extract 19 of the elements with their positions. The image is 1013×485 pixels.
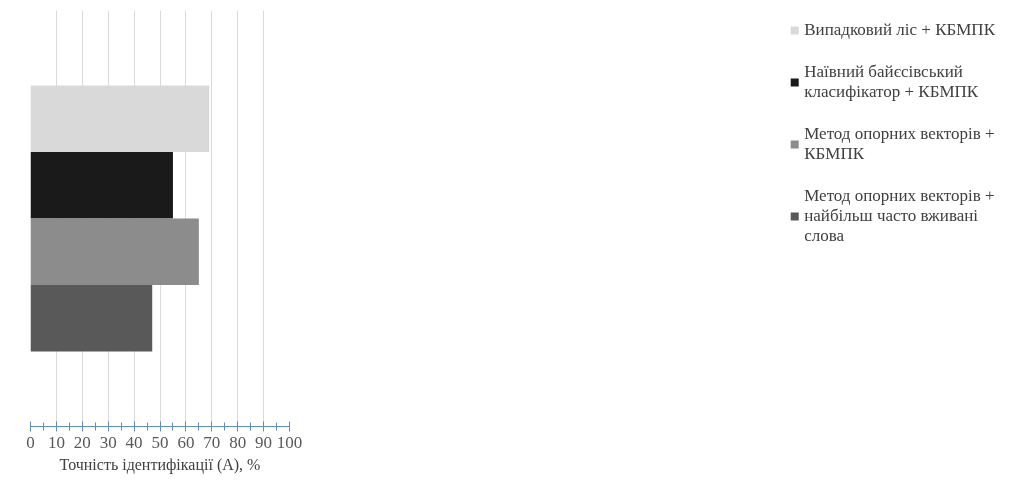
x-tick-label: 80 [229, 432, 247, 452]
x-axis-title: Точність ідентифікації (А), % [59, 455, 261, 474]
bar [30, 151, 173, 219]
x-tick-label: 50 [151, 432, 169, 452]
x-tick-label: 100 [276, 432, 303, 452]
bar [30, 285, 153, 352]
x-tick-label: 0 [26, 432, 35, 452]
x-tick-label: 60 [177, 432, 195, 452]
x-tick-label: 20 [73, 432, 91, 452]
x-tick-label: 70 [203, 432, 221, 452]
legend-label: Метод опорних векторів + КБМПК [804, 124, 995, 164]
x-tick-label: 90 [255, 432, 273, 452]
legend-label: Наївний байєсівський класифікатор + КБМПК [804, 62, 979, 102]
x-tick-label: 30 [99, 432, 117, 452]
legend-label: Метод опорних векторів + найбільш часто вживані слова [804, 186, 995, 246]
bar [30, 218, 199, 286]
x-tick-label: 40 [125, 432, 143, 452]
x-tick-label: 10 [47, 432, 65, 452]
legend-label: Випадковий ліс + КБМПК [804, 20, 995, 40]
